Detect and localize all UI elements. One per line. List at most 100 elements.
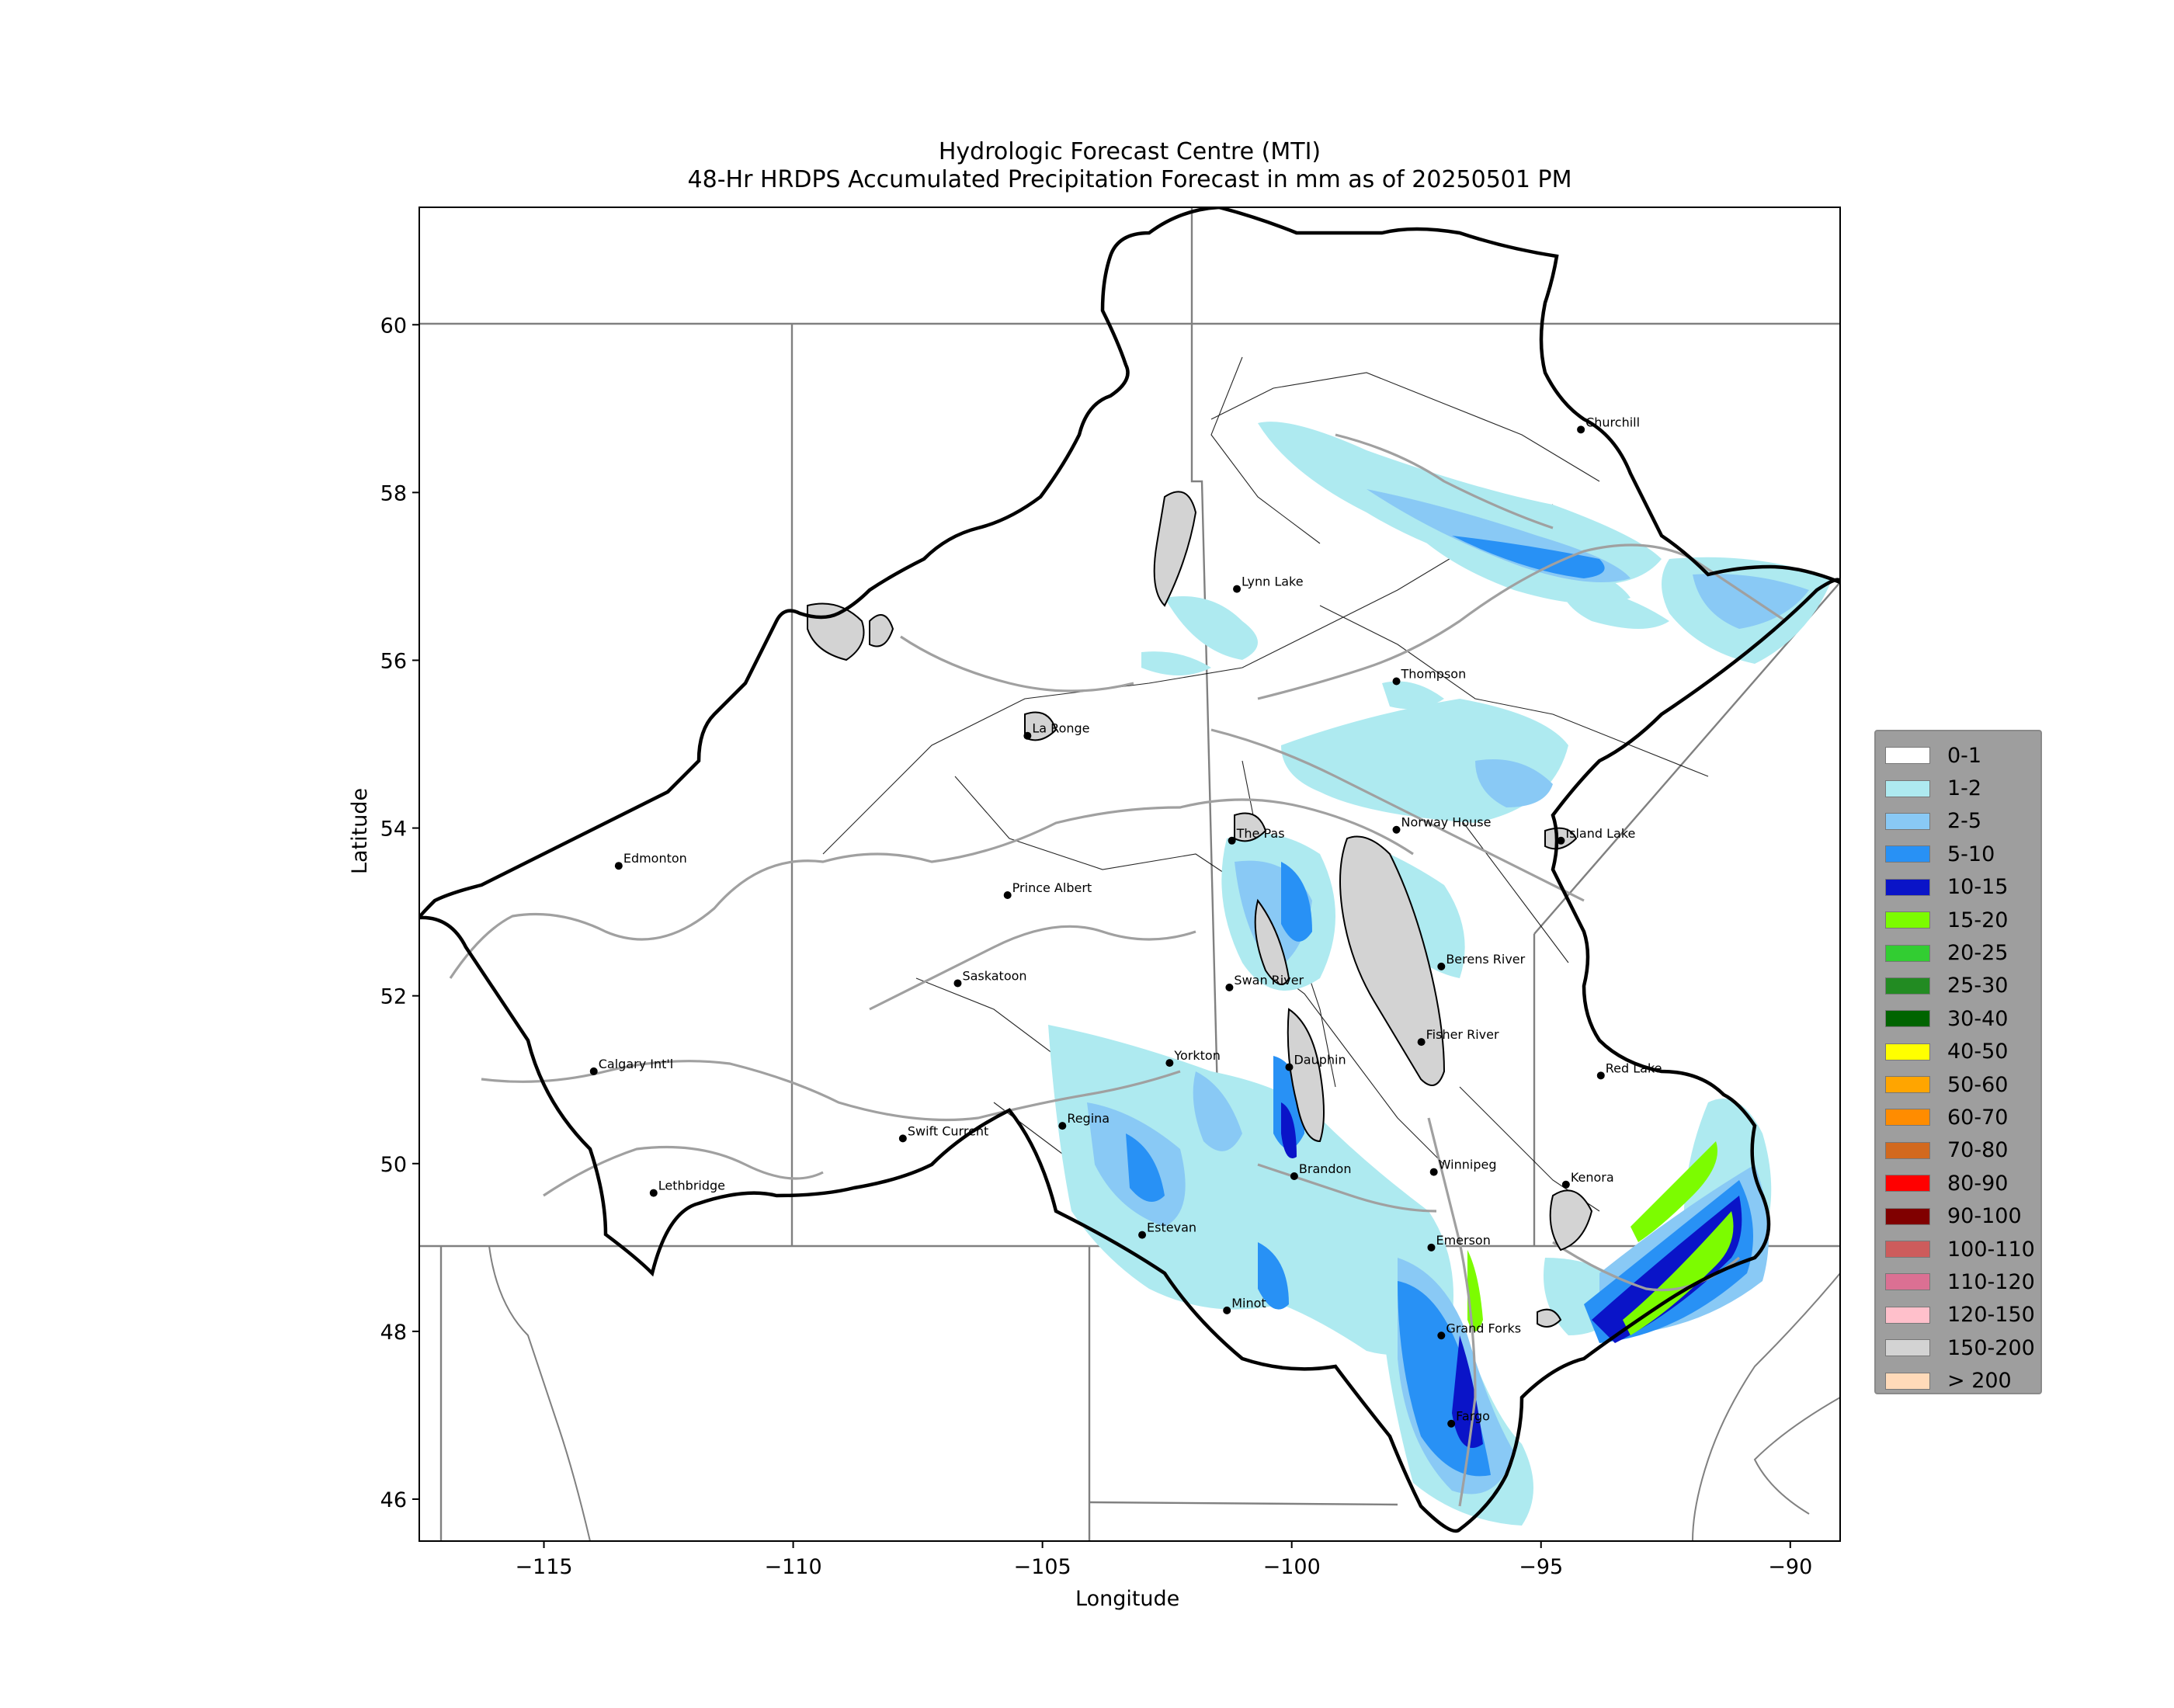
y-tick-label: 46: [380, 1488, 407, 1512]
legend-entry: 0-1: [1885, 739, 2040, 772]
small-lake-2: [1024, 711, 1057, 741]
city-dot: [1561, 1180, 1570, 1189]
city-label: Kenora: [1571, 1170, 1614, 1185]
city-marker: Grand Forks: [1437, 1321, 1521, 1340]
city-marker: Prince Albert: [1003, 880, 1092, 900]
city-marker: Lynn Lake: [1233, 575, 1304, 593]
legend-entry: 1-2: [1885, 772, 2040, 804]
legend-entry: 20-25: [1885, 936, 2040, 969]
city-dot: [1165, 1059, 1174, 1068]
legend-label: 80-90: [1947, 1171, 2009, 1196]
legend-label: 1-2: [1947, 776, 1982, 801]
y-tick-label: 54: [380, 818, 407, 842]
legend-swatch: [1885, 878, 1930, 896]
legend-entry: 60-70: [1885, 1101, 2040, 1133]
city-label: Berens River: [1446, 952, 1525, 967]
x-tick-label: −105: [1014, 1555, 1071, 1579]
city-label: Emerson: [1436, 1233, 1490, 1248]
legend-swatch: [1885, 1043, 1930, 1061]
city-label: Fargo: [1456, 1409, 1490, 1424]
legend-label: > 200: [1947, 1369, 2012, 1394]
legend-label: 120-150: [1947, 1303, 2035, 1328]
legend-entry: 10-15: [1885, 871, 2040, 904]
city-label: Edmonton: [623, 851, 687, 866]
city-dot: [1285, 1063, 1294, 1071]
city-label: Churchill: [1585, 415, 1640, 429]
lake-of-the-woods: [1549, 1189, 1593, 1251]
city-marker: Lethbridge: [649, 1179, 725, 1197]
plot-frame: [418, 207, 1841, 1542]
y-axis-label: Latitude: [348, 787, 372, 874]
basin-boundary: [419, 207, 1840, 1533]
city-label: La Ronge: [1032, 721, 1089, 736]
legend-label: 20-25: [1947, 941, 2009, 966]
legend-entry: 100-110: [1885, 1233, 2040, 1265]
city-label: Lethbridge: [658, 1179, 725, 1193]
legend-entry: 15-20: [1885, 904, 2040, 936]
city-label: Swan River: [1234, 973, 1304, 988]
city-marker: Yorkton: [1165, 1048, 1221, 1068]
cedar-lake: [1234, 812, 1267, 842]
legend-entry: 110-120: [1885, 1265, 2040, 1298]
y-tick-label: 58: [380, 481, 407, 505]
city-label: Estevan: [1147, 1220, 1196, 1235]
city-marker: Churchill: [1577, 415, 1640, 434]
legend-swatch: [1885, 944, 1930, 962]
city-marker: Thompson: [1392, 666, 1466, 686]
city-dot: [1223, 1306, 1231, 1314]
city-marker: Fargo: [1447, 1409, 1490, 1428]
legend-swatch: [1885, 1141, 1930, 1159]
city-label: Grand Forks: [1446, 1321, 1521, 1335]
city-dot: [614, 862, 623, 870]
city-marker: The Pas: [1228, 826, 1285, 845]
y-tick-label: 60: [380, 314, 407, 338]
legend-swatch: [1885, 1076, 1930, 1094]
city-label: Norway House: [1401, 815, 1492, 830]
x-tick-label: −100: [1263, 1555, 1321, 1579]
city-dot: [1023, 731, 1032, 740]
legend-label: 110-120: [1947, 1269, 2035, 1294]
map-title-line-2: 48-Hr HRDPS Accumulated Precipitation Fo…: [687, 166, 1572, 193]
city-dot: [1417, 1038, 1426, 1047]
y-tick-label: 50: [380, 1153, 407, 1177]
city-marker: Brandon: [1290, 1161, 1351, 1180]
legend-entry: 2-5: [1885, 805, 2040, 838]
city-label: Minot: [1231, 1296, 1266, 1311]
city-dot: [1058, 1122, 1067, 1130]
devils-lake: [1537, 1308, 1562, 1328]
legend-entry: 80-90: [1885, 1167, 2040, 1199]
legend-swatch: [1885, 911, 1930, 929]
legend-swatch: [1885, 747, 1930, 765]
city-marker: Swan River: [1225, 973, 1304, 991]
lakes: [807, 491, 1593, 1328]
x-tick-label: −90: [1768, 1555, 1812, 1579]
city-dot: [589, 1067, 598, 1075]
legend-label: 5-10: [1947, 842, 1995, 866]
city-dot: [1290, 1172, 1298, 1180]
city-label: Yorkton: [1173, 1048, 1220, 1063]
city-label: Lynn Lake: [1242, 575, 1304, 589]
city-marker: Red Lake: [1596, 1061, 1662, 1080]
legend-label: 25-30: [1947, 974, 2009, 998]
legend-swatch: [1885, 845, 1930, 863]
legend-label: 150-200: [1947, 1335, 2035, 1360]
x-tick-label: −115: [515, 1555, 572, 1579]
city-dot: [1003, 891, 1012, 900]
city-dot: [1138, 1231, 1147, 1239]
y-tick-label: 52: [380, 985, 407, 1009]
legend-entry: 90-100: [1885, 1199, 2040, 1232]
city-marker: Swift Current: [898, 1123, 988, 1143]
legend-label: 100-110: [1947, 1237, 2035, 1262]
us-state-lines: [488, 1245, 1840, 1541]
legend: 0-1 1-2 2-5 5-10 10-15 15-20 20-25 25-30 30-40 40…: [1874, 730, 2042, 1394]
city-marker: Emerson: [1427, 1233, 1491, 1251]
x-axis-label: Longitude: [1075, 1587, 1180, 1611]
legend-label: 10-15: [1947, 875, 2009, 900]
city-dot: [1596, 1071, 1605, 1080]
legend-swatch: [1885, 1273, 1930, 1291]
rivers: [449, 433, 1787, 1507]
city-dot: [1557, 836, 1565, 845]
legend-entry: 25-30: [1885, 970, 2040, 1002]
city-label: Saskatoon: [962, 968, 1026, 983]
